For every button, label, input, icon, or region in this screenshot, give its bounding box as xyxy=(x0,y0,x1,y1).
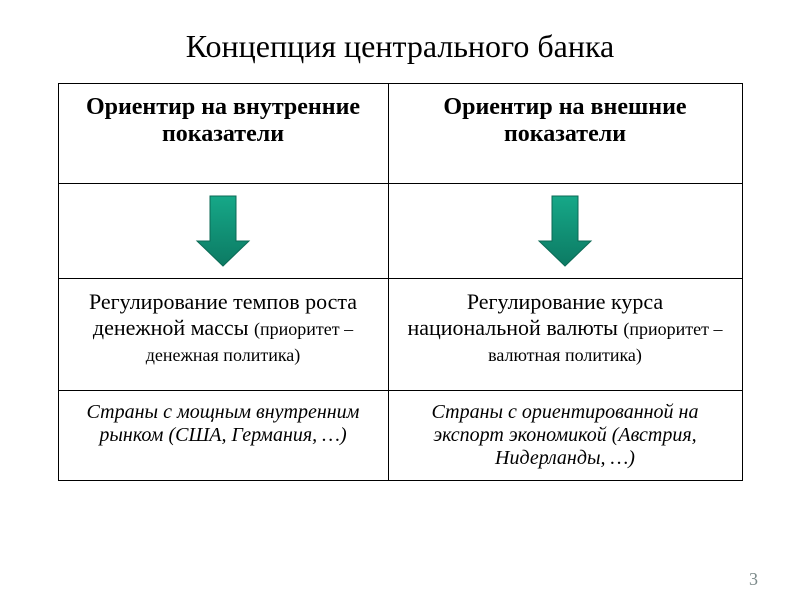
arrow-row xyxy=(58,184,742,279)
down-arrow-icon xyxy=(537,194,593,268)
footer-row: Страны с мощным внутренним рынком (США, … xyxy=(58,391,742,481)
body-right: Регулирование курса национальной валюты … xyxy=(388,279,742,391)
header-row: Ориентир на внутренние показатели Ориент… xyxy=(58,84,742,184)
body-row: Регулирование темпов роста денежной масс… xyxy=(58,279,742,391)
arrow-cell-right xyxy=(388,184,742,279)
arrow-path xyxy=(539,196,591,266)
page-number: 3 xyxy=(749,569,758,590)
header-left: Ориентир на внутренние показатели xyxy=(58,84,388,184)
body-left: Регулирование темпов роста денежной масс… xyxy=(58,279,388,391)
down-arrow-icon xyxy=(195,194,251,268)
header-right: Ориентир на внешние показатели xyxy=(388,84,742,184)
footer-left: Страны с мощным внутренним рынком (США, … xyxy=(58,391,388,481)
concept-table: Ориентир на внутренние показатели Ориент… xyxy=(58,83,743,481)
page-title: Концепция центрального банка xyxy=(0,0,800,83)
arrow-cell-left xyxy=(58,184,388,279)
arrow-path xyxy=(197,196,249,266)
footer-right: Страны с ориентированной на экспорт экон… xyxy=(388,391,742,481)
